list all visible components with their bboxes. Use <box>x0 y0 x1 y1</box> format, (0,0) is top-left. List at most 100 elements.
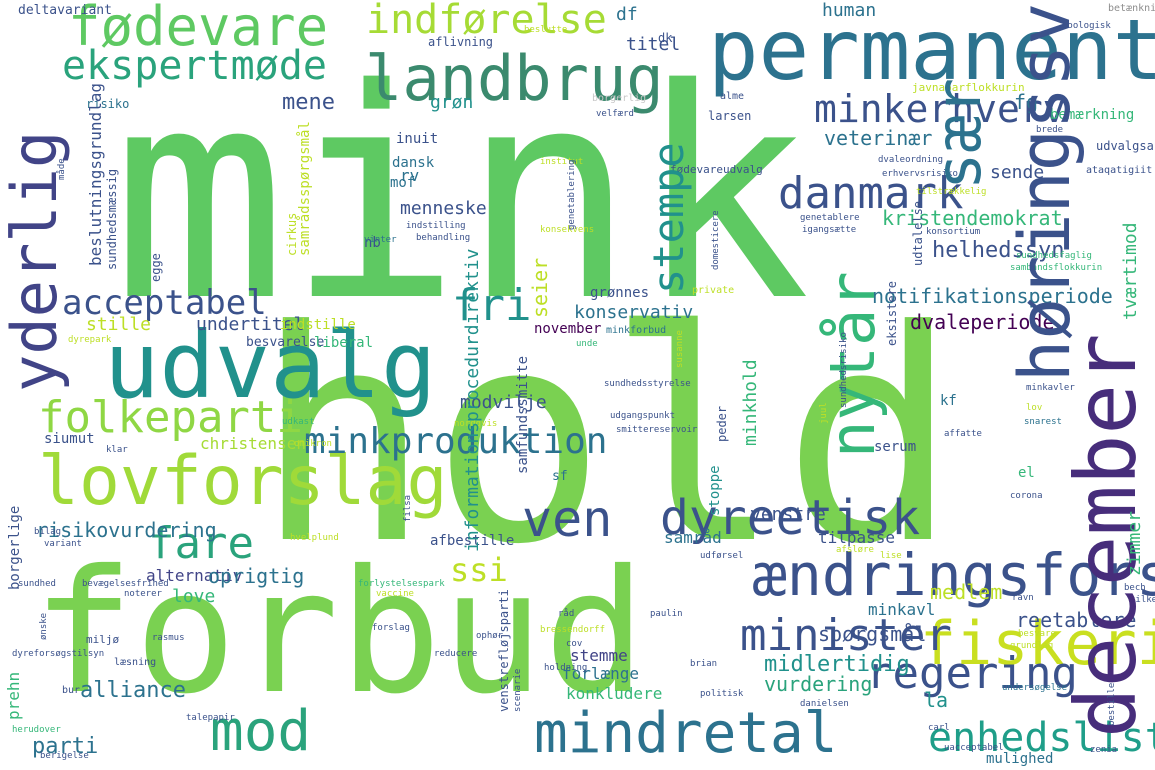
word-rv: venstre <box>750 504 826 525</box>
word-fare: ven <box>522 490 613 548</box>
word-institut: zenia <box>1090 745 1118 755</box>
word-minkforbud: bemærkning <box>1050 107 1135 123</box>
word-samrad: dk <box>658 31 673 45</box>
word-dyrepark: fødevareudvalg <box>670 163 763 176</box>
word-onske: dyreforsøgstilsyn <box>12 649 105 659</box>
word-yderlig: ravn <box>1012 593 1034 603</box>
word-bestille: nordqvis <box>454 419 498 429</box>
word-indstille: veterinær <box>824 126 933 150</box>
word-zoologisk: politisk <box>700 689 744 699</box>
word-permanent: permanent <box>708 1 1155 99</box>
word-mink: mink <box>112 28 811 365</box>
word-ravn: bevægelsesfrihed <box>82 579 169 589</box>
word-horingssvar: grundlag <box>1010 641 1054 651</box>
word-samfundssmitte: venstrefløjsparti <box>497 589 511 712</box>
word-stemme: midlertidig <box>764 652 910 677</box>
word-acceptabel: folkeparti <box>38 392 303 443</box>
word-landbrug: landbrug <box>365 42 664 115</box>
word-kf: helhedssyn <box>932 238 1065 263</box>
word-aendringsforslag: dyreetisk <box>660 490 921 546</box>
word-larsen: mof <box>390 175 416 191</box>
word-medlem: alliance <box>80 678 186 703</box>
word-variant: genetablere <box>800 213 860 223</box>
word-enhedsliste: mindretal <box>534 701 838 766</box>
word-reetablere: parti <box>32 734 99 759</box>
word-holdning: klar <box>106 445 128 455</box>
word-menneske: forlænge <box>562 664 640 683</box>
word-nytar: bech <box>1124 583 1146 593</box>
word-human: stempe <box>644 142 693 294</box>
word-ataqatigiit: seier <box>528 257 552 318</box>
word-minister: høringssvar <box>1004 0 1086 382</box>
word-minkproduktion: acceptabel <box>62 283 267 323</box>
word-notifikationsperiode: human <box>822 0 877 21</box>
word-grundlag: miljø <box>86 633 120 646</box>
word-ophor: susanne <box>675 330 685 368</box>
word-nb: menneske <box>400 198 487 219</box>
word-la: love <box>172 586 216 607</box>
word-stille: dvaleperiode <box>910 310 1055 334</box>
word-scenarie: måde <box>57 158 67 180</box>
word-afbestille: aflivning <box>428 35 494 49</box>
word-behandling: erhvervsrisiko <box>882 169 958 179</box>
word-paulin: private <box>692 285 735 296</box>
word-veterinaer: ssi <box>450 551 508 589</box>
word-filsa: ønske <box>39 612 49 640</box>
word-sundhed: igangsætte <box>802 225 857 235</box>
word-sundhedsmaessig: peder <box>715 405 729 442</box>
word-beslutningsgrundlag: scenarie <box>513 668 523 712</box>
word-bevaegelsesfrihed: konsortium <box>926 227 981 237</box>
word-politisk: indstilling <box>406 221 466 231</box>
word-sambandsflokkurin: zimmer <box>1124 510 1145 576</box>
word-tilpasse: reetablere <box>1016 608 1137 632</box>
word-prehn: rasmus <box>152 633 185 643</box>
word-velfaerd: brian <box>690 659 718 669</box>
word-titel: kf <box>940 393 957 409</box>
word-risiko: larsen <box>708 109 752 123</box>
word-reducere: udkast <box>282 417 315 427</box>
word-private: betænkning <box>1108 3 1155 14</box>
word-bech: læsning <box>114 657 157 668</box>
word-hold: hold <box>255 268 959 608</box>
word-sf: titel <box>626 34 681 55</box>
word-modvilje: konkludere <box>566 684 663 703</box>
word-danielsen: behandling <box>416 233 471 243</box>
word-lise: cov <box>566 639 583 649</box>
word-november: dansk <box>392 155 435 171</box>
word-sundhedsrisiko: genetablering <box>567 159 577 230</box>
word-uacceptabel: råd <box>558 609 575 619</box>
word-bemaerkning: november <box>534 321 602 337</box>
word-liberal: notifikationsperiode <box>872 284 1113 308</box>
word-vurdering: oprigtig <box>208 564 305 588</box>
word-aflsore: ophør <box>476 631 504 641</box>
word-minkavl: spørgsmål <box>818 622 927 646</box>
word-seier: lov <box>1026 403 1043 413</box>
word-ven: fri <box>452 280 532 331</box>
word-smittereservoir: borgerlige <box>7 505 23 590</box>
word-mod: fiskeri <box>920 609 1155 679</box>
word-konsekvens: mulighed <box>986 751 1054 767</box>
word-ssi: sær <box>922 78 995 190</box>
word-informationsprocedurdirektiv: juul <box>819 402 829 424</box>
word-dvaleordning: sundhedsmæssig <box>105 168 119 270</box>
word-udgangspunkt: prehn <box>4 671 23 720</box>
word-forlaenge: vurdering <box>764 672 873 696</box>
word-serum: tilpasse <box>818 528 896 547</box>
word-oprigtig: liberal <box>314 335 374 351</box>
word-bur: eksistere <box>885 280 899 346</box>
word-dvaleperiode: mene <box>282 90 335 115</box>
word-saer: tilkendegive <box>1130 595 1155 605</box>
word-eksistere: beslutte <box>524 25 568 35</box>
word-berigelse: smittereservoir <box>616 425 698 435</box>
word-borgerlig: samråd <box>664 528 722 547</box>
word-inuit: serum <box>874 439 917 455</box>
word-genetablere: informationsprocedurdirektiv <box>462 248 483 552</box>
word-minkavler: berigelse <box>40 751 89 761</box>
word-dyreetisk: fare <box>148 518 254 569</box>
word-sundhedsstyrelse: stoppe <box>707 465 723 516</box>
word-stoppe: snarest <box>1024 417 1062 427</box>
word-egge: udførsel <box>700 551 744 561</box>
word-sundhedsfaglig: tværtimod <box>1120 222 1141 320</box>
word-juul: konsekvens <box>540 225 595 235</box>
